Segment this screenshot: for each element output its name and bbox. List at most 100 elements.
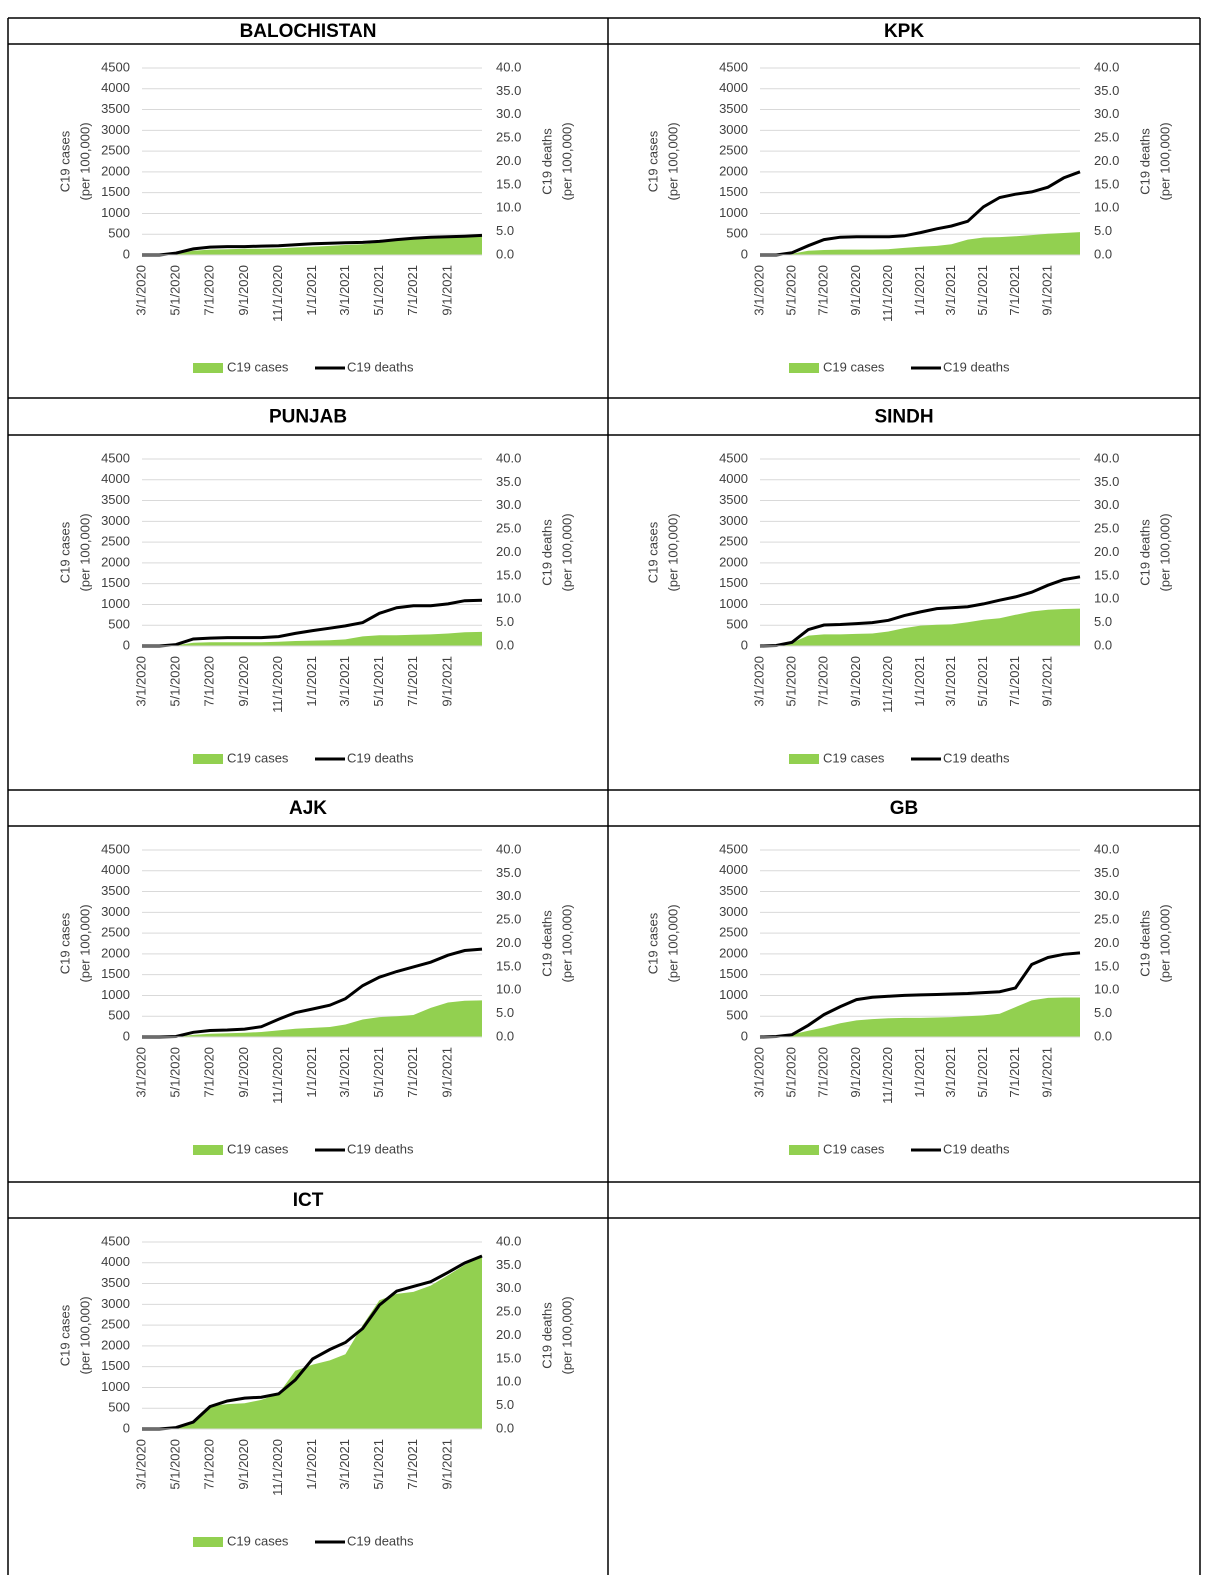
x-tick-label: 7/1/2021 <box>405 1047 420 1098</box>
x-tick-label: 7/1/2021 <box>1007 1047 1022 1098</box>
y-tick-label: 1500 <box>719 575 748 590</box>
y-tick-label: 4500 <box>101 450 130 465</box>
y-tick-label: 2000 <box>101 945 130 960</box>
x-tick-label: 1/1/2021 <box>304 1439 319 1490</box>
y2-tick-label: 15.0 <box>496 958 521 973</box>
y-axis-title: (per 100,000) <box>665 122 680 200</box>
x-tick-label: 1/1/2021 <box>912 1047 927 1098</box>
panel-title: SINDH <box>874 407 933 428</box>
y2-axis-title: (per 100,000) <box>559 513 574 591</box>
y2-tick-label: 25.0 <box>1094 912 1119 927</box>
y2-axis-title: (per 100,000) <box>559 122 574 200</box>
y-tick-label: 500 <box>108 617 130 632</box>
y2-tick-label: 15.0 <box>1094 176 1119 191</box>
y-tick-label: 4000 <box>101 471 130 486</box>
y2-tick-label: 10.0 <box>496 591 521 606</box>
y2-axis-title: (per 100,000) <box>1157 513 1172 591</box>
x-tick-label: 9/1/2021 <box>439 1439 454 1490</box>
y-tick-label: 3500 <box>101 101 130 116</box>
y2-tick-label: 35.0 <box>496 865 521 880</box>
y-tick-label: 4500 <box>101 1233 130 1248</box>
y2-tick-label: 40.0 <box>1094 59 1119 74</box>
x-tick-label: 5/1/2020 <box>167 656 182 707</box>
deaths-line <box>142 1254 483 1431</box>
y2-tick-label: 25.0 <box>1094 130 1119 145</box>
y2-axis-title: (per 100,000) <box>559 1296 574 1374</box>
y-axis-title: (per 100,000) <box>77 122 92 200</box>
y-tick-label: 4000 <box>719 80 748 95</box>
y2-tick-label: 20.0 <box>1094 544 1119 559</box>
y-tick-label: 1000 <box>101 987 130 1002</box>
y-tick-label: 1000 <box>719 596 748 611</box>
x-tick-label: 11/1/2020 <box>880 1047 895 1104</box>
y-tick-label: 3500 <box>101 883 130 898</box>
x-tick-label: 11/1/2020 <box>270 265 285 322</box>
y2-tick-label: 20.0 <box>496 935 521 950</box>
y-axis-title: C19 cases <box>57 1304 72 1366</box>
deaths-line <box>759 575 1081 648</box>
y2-tick-label: 10.0 <box>496 982 521 997</box>
panel-title: ICT <box>293 1190 324 1211</box>
y2-tick-label: 35.0 <box>1094 474 1119 489</box>
y2-tick-label: 30.0 <box>1094 888 1119 903</box>
y-tick-label: 4000 <box>719 862 748 877</box>
y2-tick-label: 30.0 <box>1094 106 1119 121</box>
y2-tick-label: 35.0 <box>496 1257 521 1272</box>
y2-axis-title: (per 100,000) <box>559 904 574 982</box>
y-tick-label: 2000 <box>101 163 130 178</box>
legend-label: C19 cases <box>227 750 289 765</box>
y2-tick-label: 15.0 <box>496 567 521 582</box>
y-tick-label: 1000 <box>719 987 748 1002</box>
y-tick-label: 1000 <box>719 205 748 220</box>
y-tick-label: 3000 <box>101 904 130 919</box>
cases-area <box>760 997 1080 1037</box>
y-tick-label: 0 <box>123 637 130 652</box>
y2-tick-label: 0.0 <box>496 1420 514 1435</box>
x-tick-label: 7/1/2020 <box>201 656 216 707</box>
y2-axis-title: C19 deaths <box>539 519 554 586</box>
y-axis-title: C19 cases <box>57 521 72 583</box>
y-axis-title: C19 cases <box>645 130 660 192</box>
y-tick-label: 4000 <box>101 862 130 877</box>
panel-title: BALOCHISTAN <box>240 21 377 42</box>
y2-tick-label: 35.0 <box>1094 83 1119 98</box>
x-tick-label: 7/1/2021 <box>405 265 420 316</box>
y-axis-title: (per 100,000) <box>665 513 680 591</box>
x-tick-label: 9/1/2020 <box>236 656 251 707</box>
y-tick-label: 1500 <box>101 966 130 981</box>
y2-axis-title: (per 100,000) <box>1157 904 1172 982</box>
y-tick-label: 4000 <box>101 1254 130 1269</box>
y2-tick-label: 0.0 <box>1094 637 1112 652</box>
x-tick-label: 9/1/2021 <box>1039 1047 1054 1098</box>
y-axis-title: C19 cases <box>645 521 660 583</box>
y-tick-label: 4500 <box>101 841 130 856</box>
x-tick-label: 1/1/2021 <box>304 1047 319 1098</box>
y-tick-label: 500 <box>108 1400 130 1415</box>
y2-tick-label: 0.0 <box>1094 1028 1112 1043</box>
y-tick-label: 2500 <box>101 534 130 549</box>
y-tick-label: 3500 <box>101 492 130 507</box>
y2-tick-label: 30.0 <box>496 888 521 903</box>
y-axis-title: (per 100,000) <box>77 513 92 591</box>
x-tick-label: 9/1/2020 <box>236 1439 251 1490</box>
x-tick-label: 5/1/2021 <box>371 1439 386 1490</box>
panel-title: GB <box>890 798 919 819</box>
y2-tick-label: 35.0 <box>496 474 521 489</box>
x-tick-label: 5/1/2020 <box>783 265 798 316</box>
x-tick-label: 5/1/2020 <box>783 1047 798 1098</box>
y2-tick-label: 30.0 <box>1094 497 1119 512</box>
y-tick-label: 1000 <box>101 205 130 220</box>
y-tick-label: 3500 <box>719 492 748 507</box>
x-tick-label: 3/1/2021 <box>337 265 352 316</box>
deaths-line <box>142 233 483 257</box>
y2-tick-label: 0.0 <box>496 1028 514 1043</box>
y-tick-label: 4500 <box>719 841 748 856</box>
x-tick-label: 9/1/2021 <box>439 265 454 316</box>
y-tick-label: 4000 <box>719 471 748 486</box>
x-tick-label: 3/1/2021 <box>943 656 958 707</box>
y2-tick-label: 40.0 <box>496 1233 521 1248</box>
y-tick-label: 2500 <box>101 1317 130 1332</box>
y2-tick-label: 15.0 <box>496 176 521 191</box>
x-tick-label: 11/1/2020 <box>270 1047 285 1104</box>
